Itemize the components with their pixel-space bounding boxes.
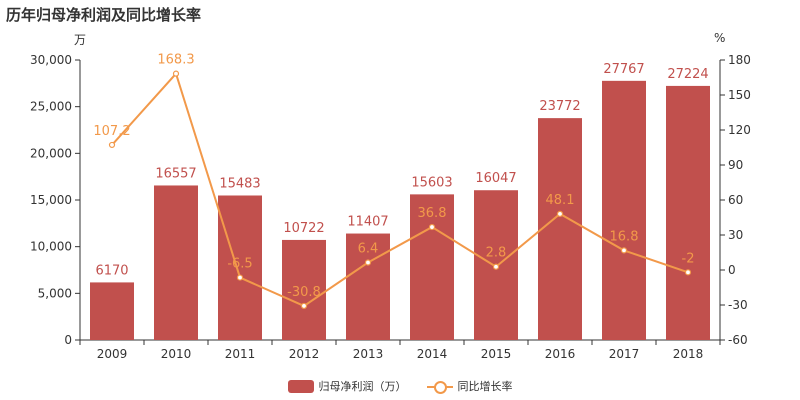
bar <box>346 233 390 340</box>
bar <box>666 85 710 340</box>
bar <box>154 185 198 340</box>
right-tick-label: -60 <box>728 333 748 347</box>
x-tick-label: 2009 <box>97 347 128 361</box>
growth-point <box>364 259 372 266</box>
growth-point <box>492 263 500 270</box>
x-tick-label: 2015 <box>481 347 512 361</box>
left-tick-label: 10,000 <box>30 240 72 254</box>
left-tick-label: 25,000 <box>30 100 72 114</box>
growth-point <box>236 274 244 281</box>
bar <box>90 282 134 340</box>
growth-data-label: 6.4 <box>358 242 379 257</box>
right-tick-label: -30 <box>728 298 748 312</box>
right-tick-label: 120 <box>728 123 751 137</box>
growth-data-label: 2.8 <box>486 246 507 261</box>
x-tick-label: 2014 <box>417 347 448 361</box>
left-tick-label: 5,000 <box>38 286 72 300</box>
growth-point <box>172 70 180 77</box>
growth-point <box>556 210 564 217</box>
legend: 归母净利润（万） 同比增长率 <box>0 378 800 394</box>
x-tick-label: 2011 <box>225 347 256 361</box>
bar-data-label: 27767 <box>603 62 644 77</box>
legend-item-bar[interactable]: 归母净利润（万） <box>287 378 407 394</box>
chart-title: 历年归母净利润及同比增长率 <box>6 6 202 24</box>
bar <box>538 118 582 341</box>
bar-data-label: 11407 <box>347 215 388 230</box>
bar-data-label: 27224 <box>667 67 708 82</box>
x-tick-label: 2010 <box>161 347 192 361</box>
growth-data-label: 36.8 <box>418 206 447 221</box>
legend-bar-swatch <box>287 379 314 393</box>
bar-data-label: 10722 <box>283 221 324 236</box>
bar-data-label: 16557 <box>155 166 196 181</box>
right-tick-label: 180 <box>728 53 751 67</box>
right-tick-label: 30 <box>728 228 743 242</box>
x-tick-label: 2018 <box>673 347 704 361</box>
bar <box>602 80 646 340</box>
left-tick-label: 20,000 <box>30 146 72 160</box>
x-tick-label: 2017 <box>609 347 640 361</box>
left-tick-label: 0 <box>64 333 72 347</box>
growth-data-label: -30.8 <box>287 285 321 300</box>
right-axis-unit: % <box>714 31 726 45</box>
left-tick-label: 30,000 <box>30 53 72 67</box>
right-tick-label: 0 <box>728 263 736 277</box>
growth-point <box>620 247 628 254</box>
right-tick-label: 60 <box>728 193 743 207</box>
x-tick-label: 2016 <box>545 347 576 361</box>
bar-data-label: 15483 <box>219 176 260 191</box>
growth-line <box>111 71 689 308</box>
legend-line-label: 同比增长率 <box>457 380 513 393</box>
bar <box>410 194 454 340</box>
legend-line-swatch <box>426 380 453 394</box>
growth-data-label: 107.2 <box>93 124 130 139</box>
bar <box>218 195 262 340</box>
x-tick-label: 2012 <box>289 347 320 361</box>
growth-point <box>428 223 436 231</box>
growth-data-label: 16.8 <box>610 229 639 244</box>
x-tick-label: 2013 <box>353 347 384 361</box>
growth-point <box>684 269 692 276</box>
legend-item-line[interactable]: 同比增长率 <box>426 378 513 394</box>
left-axis-unit: 万 <box>74 33 87 47</box>
left-tick-label: 15,000 <box>30 193 72 207</box>
right-tick-label: 90 <box>728 158 743 172</box>
bar <box>282 239 326 340</box>
growth-data-label: -2 <box>682 251 695 266</box>
bar-data-label: 15603 <box>411 175 452 190</box>
legend-bar-label: 归母净利润（万） <box>318 380 407 393</box>
growth-data-label: -6.5 <box>227 257 252 272</box>
right-tick-label: 150 <box>728 88 751 102</box>
bar-data-label: 6170 <box>95 263 128 278</box>
growth-point <box>108 141 116 149</box>
growth-data-label: 48.1 <box>546 193 575 208</box>
growth-point <box>300 302 308 310</box>
bar-data-label: 23772 <box>539 99 580 114</box>
growth-data-label: 168.3 <box>157 53 194 68</box>
bar-data-label: 16047 <box>475 171 516 186</box>
